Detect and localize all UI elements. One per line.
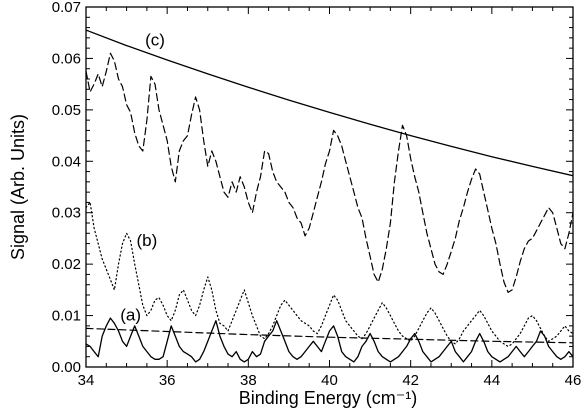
annotation-layer: (c) (b) (a): [120, 31, 165, 325]
x-tick-label: 42: [402, 372, 419, 389]
x-tick-label: 40: [321, 372, 338, 389]
series-layer: [86, 29, 573, 363]
y-tick-label: 0.04: [52, 153, 81, 170]
x-tick-label: 34: [78, 372, 95, 389]
series-line-a-data: [86, 317, 573, 363]
y-tick-label: 0.06: [52, 50, 81, 67]
series-line-b-data: [86, 201, 573, 347]
series-annotation: (c): [145, 31, 165, 50]
series-line-c-fit: [86, 29, 573, 177]
series-annotation: (b): [136, 231, 157, 250]
y-tick-label: 0.03: [52, 205, 81, 222]
plot-frame: [85, 6, 574, 368]
y-axis-label: Signal (Arb. Units): [8, 114, 28, 260]
y-tick-label: 0.00: [52, 359, 81, 376]
y-tick-label: 0.07: [52, 0, 81, 16]
series-line-a-fit: [86, 327, 573, 344]
y-tick-label: 0.05: [52, 102, 81, 119]
x-tick-label: 44: [483, 372, 500, 389]
x-tick-label: 36: [159, 372, 176, 389]
x-tick-label: 38: [240, 372, 257, 389]
y-tick-label: 0.02: [52, 256, 81, 273]
series-line-c-data: [86, 52, 573, 293]
x-axis-label: Binding Energy (cm⁻¹): [239, 388, 418, 408]
series-annotation: (a): [120, 306, 141, 325]
axes-layer: 34 36 38 40 42 44 46 0.00 0.01 0.02 0.03 0.04 0.05 0.…: [52, 0, 582, 389]
y-tick-label: 0.01: [52, 308, 81, 325]
x-tick-label: 46: [565, 372, 582, 389]
